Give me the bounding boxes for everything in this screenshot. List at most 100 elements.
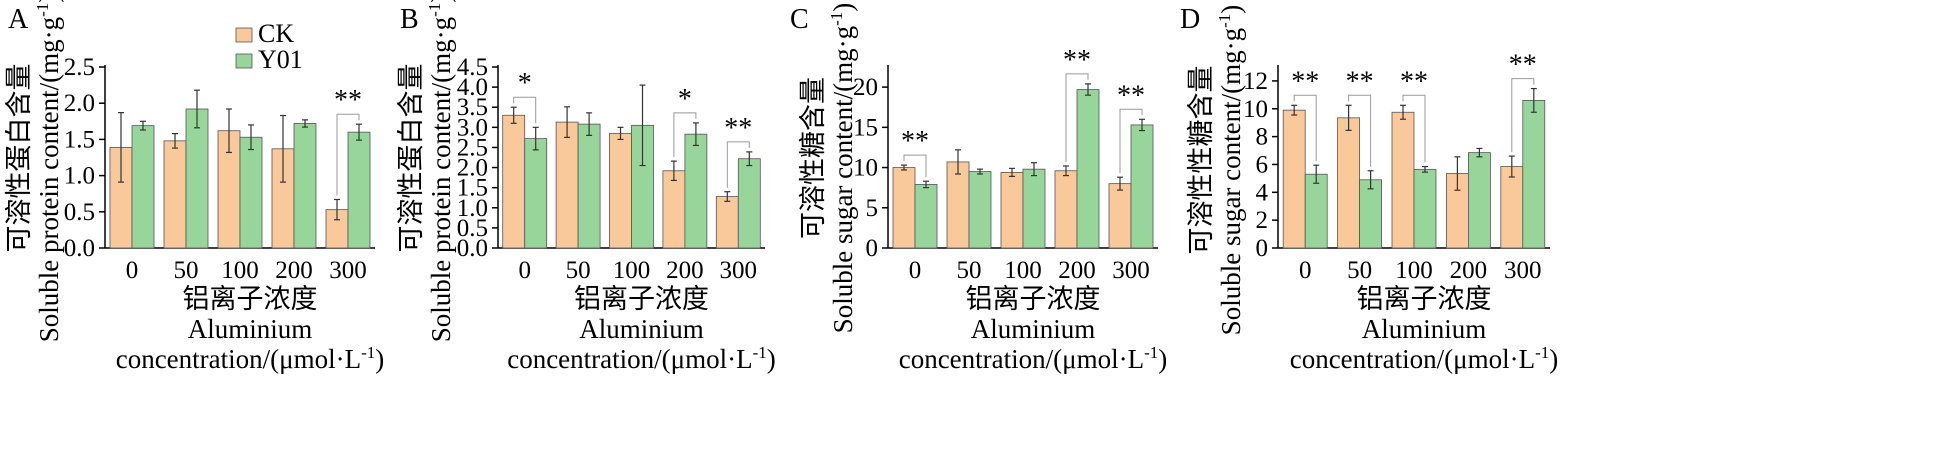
bar-Y01-300	[1130, 124, 1154, 249]
y-tick-label: 5	[866, 195, 879, 222]
bar-Y01-200	[293, 123, 317, 249]
y-axis-label-en: Soluble protein content/(mg·g-1)	[425, 0, 456, 342]
bar-Y01-100	[239, 136, 263, 249]
x-tick-label: 300	[329, 257, 367, 284]
x-axis-label-cn: 铝离子浓度	[1357, 284, 1492, 314]
significance-bracket	[1119, 108, 1143, 174]
x-tick-label: 200	[1058, 257, 1096, 284]
x-axis-label-en1: Aluminium	[971, 314, 1096, 344]
y-tick-label: 8	[1256, 124, 1269, 151]
y-tick-label: 0	[1256, 235, 1269, 262]
significance-label: **	[1063, 45, 1091, 76]
y-tick-label: 2	[1256, 207, 1269, 234]
x-axis-label-cn: 铝离子浓度	[574, 284, 709, 314]
significance-label: **	[1346, 66, 1374, 97]
x-axis-label-en2: concentration/(μmol·L-1)	[899, 343, 1168, 374]
bar-Y01-0	[914, 184, 938, 249]
bar-CK-100	[1000, 171, 1024, 249]
significance-label: *	[678, 84, 692, 115]
y-axis-label-cn: 可溶性性糖含量	[1186, 66, 1216, 255]
bar-Y01-50	[577, 123, 601, 249]
bar-Y01-50	[968, 171, 992, 249]
bar-Y01-0	[524, 138, 548, 249]
significance-label: **	[1400, 66, 1428, 97]
y-tick-label: 2.5	[64, 54, 95, 81]
panel-C: C 可溶性糖含量 Soluble sugar content/(mg·g-1) 0 5 1…	[790, 3, 1167, 374]
y-tick-label: 3.0	[457, 114, 488, 141]
x-tick-label: 300	[1504, 257, 1542, 284]
x-tick-label: 100	[613, 257, 651, 284]
y-tick-label: 3.5	[457, 94, 488, 121]
x-axis-label-en1: Aluminium	[1362, 314, 1487, 344]
significance-label: **	[724, 113, 752, 144]
y-axis-label-en: Soluble sugar content/(mg·g-1)	[827, 3, 858, 334]
significance-label: **	[1291, 66, 1319, 97]
bar-CK-300	[1108, 183, 1132, 249]
bar-CK-300	[715, 196, 739, 249]
y-tick-label: 2.0	[457, 155, 488, 182]
y-tick-label: 4.0	[457, 74, 488, 101]
y-tick-label: 0.5	[64, 199, 95, 226]
bar-Y01-200	[684, 133, 708, 249]
x-tick-label: 100	[1004, 257, 1042, 284]
bar-CK-100	[609, 132, 632, 249]
x-tick-label: 0	[518, 257, 531, 284]
y-axis-label-cn: 可溶性糖含量	[798, 77, 828, 239]
bar-Y01-50	[1359, 179, 1382, 249]
significance-bracket	[513, 96, 537, 124]
x-axis-label-en1: Aluminium	[188, 314, 313, 344]
bar-CK-0	[502, 114, 526, 249]
panel-letter: D	[1180, 4, 1200, 35]
bar-Y01-100	[1022, 168, 1046, 249]
significance-bracket	[726, 141, 750, 188]
y-tick-label: 10	[853, 155, 878, 182]
significance-bracket	[1348, 94, 1372, 167]
significance-bracket	[673, 112, 697, 158]
bar-Y01-300	[737, 158, 761, 249]
bar-CK-300	[1500, 166, 1524, 249]
x-axis-label-en1: Aluminium	[579, 314, 704, 344]
bar-Y01-0	[1304, 173, 1328, 249]
y-axis-label-cn: 可溶性蛋白含量	[4, 64, 34, 253]
significance-bracket	[1511, 78, 1535, 153]
panel-letter: A	[8, 4, 29, 35]
significance-bracket	[1065, 73, 1089, 162]
y-axis-label-en: Soluble sugar content/(mg·g-1)	[1215, 5, 1246, 336]
significance-label: **	[1117, 80, 1145, 111]
bar-CK-50	[946, 161, 970, 249]
x-axis-label-en2: concentration/(μmol·L-1)	[507, 343, 776, 374]
y-axis-label-en: Soluble protein content/(mg·g-1)	[33, 0, 64, 342]
significance-label: **	[1509, 50, 1537, 81]
significance-bracket	[336, 113, 360, 196]
x-axis-label-cn: 铝离子浓度	[966, 284, 1101, 314]
x-axis-label-en2: concentration/(μmol·L-1)	[1290, 343, 1559, 374]
bar-CK-100	[1391, 111, 1415, 249]
bar-Y01-100	[1413, 168, 1437, 249]
bar-Y01-0	[131, 125, 155, 249]
legend-label-CK: CK	[258, 19, 294, 48]
significance-label: **	[901, 126, 929, 157]
x-axis-label-cn: 铝离子浓度	[183, 284, 318, 314]
y-tick-label: 15	[853, 114, 878, 141]
y-tick-label: 1.0	[457, 195, 488, 222]
bar-CK-50	[555, 121, 579, 249]
bar-Y01-50	[185, 108, 209, 249]
y-tick-label: 0.5	[457, 215, 488, 242]
x-tick-label: 100	[221, 257, 259, 284]
bar-CK-50	[163, 140, 187, 249]
bar-CK-200	[1054, 170, 1078, 249]
x-tick-label: 50	[174, 257, 199, 284]
legend-label-Y01: Y01	[258, 45, 303, 74]
x-tick-label: 0	[1299, 257, 1312, 284]
x-tick-label: 100	[1395, 257, 1433, 284]
y-tick-label: 10	[1243, 96, 1268, 123]
x-tick-label: 300	[720, 257, 758, 284]
significance-bracket	[1402, 94, 1426, 163]
y-tick-label: 4	[1256, 179, 1269, 206]
panel-letter: B	[400, 4, 419, 35]
bar-Y01-300	[1522, 100, 1546, 249]
y-tick-label: 6	[1256, 151, 1269, 178]
